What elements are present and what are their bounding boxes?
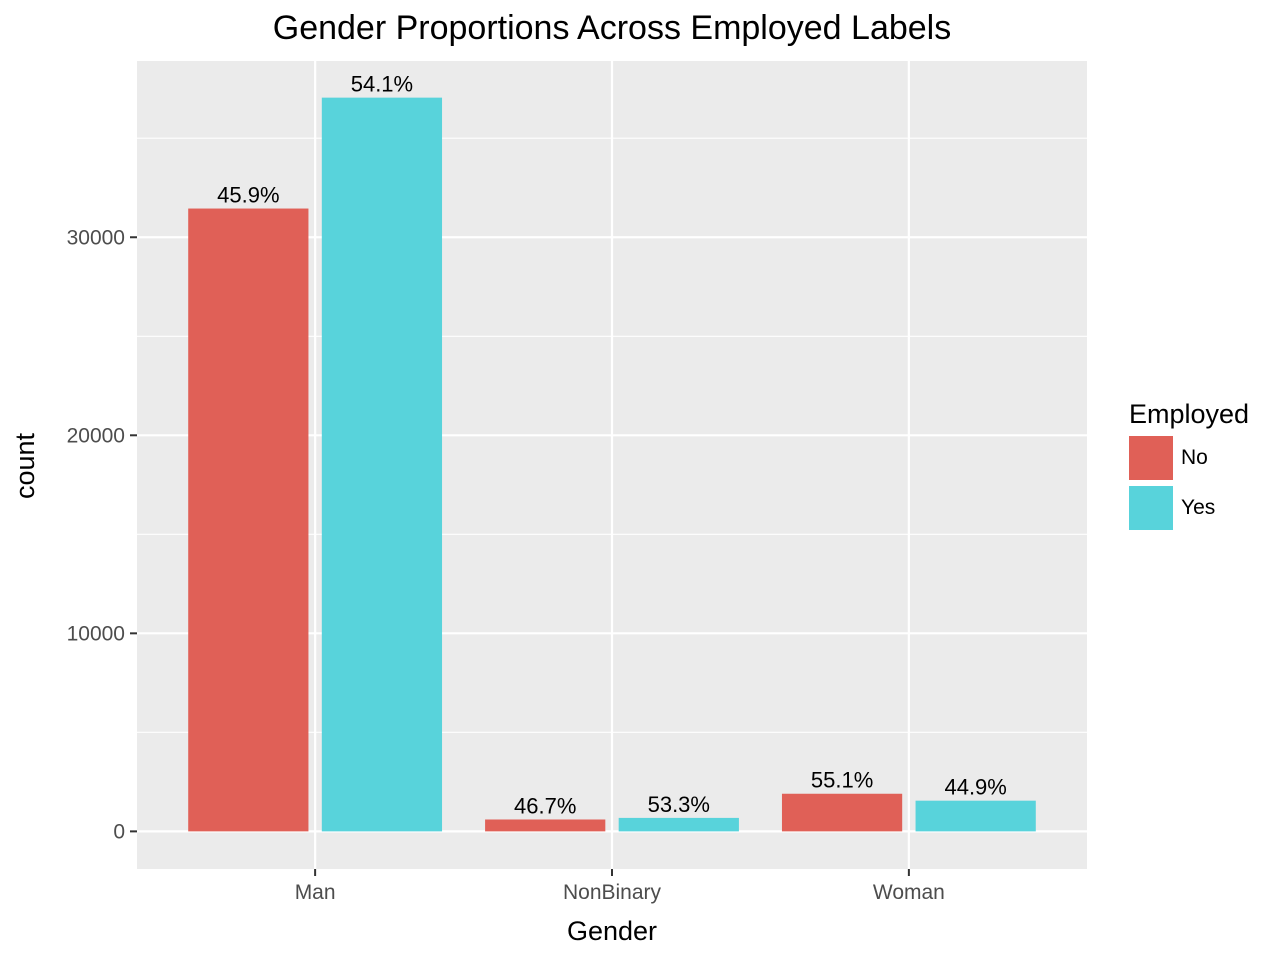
bar-nonbinary-no (485, 819, 606, 832)
chart-title: Gender Proportions Across Employed Label… (273, 9, 951, 47)
y-tick-label: 30000 (67, 226, 125, 249)
y-axis-title: count (10, 432, 40, 499)
y-axis: 0 10000 20000 30000 (67, 226, 137, 843)
bar-man-yes (321, 97, 443, 832)
legend-title: Employed (1129, 399, 1249, 429)
bars (188, 97, 1036, 832)
x-axis-title: Gender (567, 916, 657, 946)
x-tick-label: Man (295, 881, 336, 904)
legend-label: No (1181, 446, 1208, 469)
bar-man-no (188, 208, 309, 832)
data-label: 55.1% (811, 768, 873, 793)
legend-label: Yes (1181, 496, 1215, 519)
data-label: 45.9% (217, 183, 279, 208)
x-tick-label: Woman (873, 881, 945, 904)
data-labels: 45.9% 46.7% 55.1% 54.1% 53.3% 44.9% (217, 72, 1007, 819)
legend: Employed No Yes (1129, 399, 1249, 530)
bar-nonbinary-yes (618, 817, 739, 832)
data-label: 53.3% (648, 792, 710, 817)
bar-woman-yes (915, 800, 1036, 832)
bar-woman-no (781, 793, 903, 832)
y-tick-label: 10000 (67, 622, 125, 645)
y-tick-label: 20000 (67, 424, 125, 447)
x-tick-label: NonBinary (563, 881, 662, 904)
legend-key-yes (1129, 486, 1173, 530)
x-axis: Man NonBinary Woman (295, 869, 945, 904)
data-label: 46.7% (514, 793, 576, 818)
legend-key-no (1129, 436, 1173, 480)
data-label: 44.9% (944, 775, 1006, 800)
data-label: 54.1% (351, 72, 413, 97)
y-tick-label: 0 (113, 820, 125, 843)
